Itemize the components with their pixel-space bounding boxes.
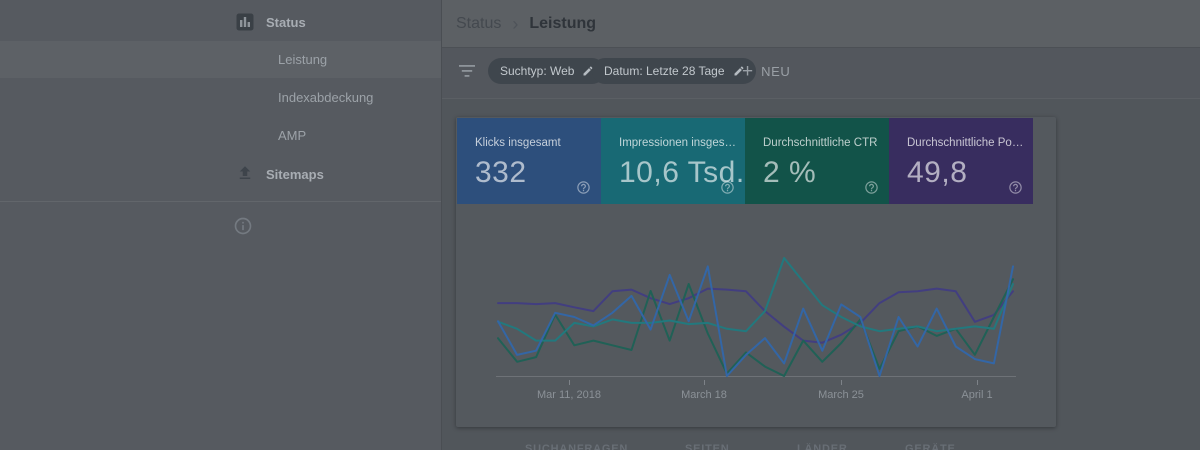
- sidebar-item-indexabdeckung[interactable]: Indexabdeckung: [278, 89, 438, 107]
- help-icon[interactable]: [1008, 180, 1023, 195]
- filter-list-icon[interactable]: [458, 65, 476, 78]
- tab-seiten[interactable]: SEITEN: [685, 443, 730, 450]
- sidebar-item-label: Leistung: [278, 52, 328, 67]
- sidebar-item-label: AMP: [278, 128, 307, 143]
- help-icon[interactable]: [720, 180, 735, 195]
- filter-chip-datum[interactable]: Datum: Letzte 28 Tage: [592, 58, 756, 84]
- svg-text:Mar 11, 2018: Mar 11, 2018: [537, 389, 601, 401]
- new-filter-button[interactable]: + NEU: [742, 58, 790, 84]
- metric-label: Durchschnittliche Positi…: [907, 137, 1028, 149]
- pencil-icon[interactable]: [733, 65, 745, 77]
- performance-card: Klicks insgesamt 332 Impressionen insges…: [456, 117, 1056, 427]
- metric-tile-position[interactable]: Durchschnittliche Positi… 49,8: [889, 118, 1033, 204]
- sidebar-item-label: Status: [266, 15, 306, 30]
- sidebar-item-label: Sitemaps: [266, 167, 324, 182]
- plus-icon: +: [742, 60, 754, 82]
- sidebar-item-label: Indexabdeckung: [278, 90, 374, 105]
- svg-text:April 1: April 1: [961, 389, 992, 401]
- svg-text:March 18: March 18: [681, 389, 727, 401]
- breadcrumb-current-page: Leistung: [529, 14, 597, 32]
- performance-chart: Mar 11, 2018 March 18 March 25 April 1: [496, 257, 1016, 401]
- help-icon[interactable]: [576, 180, 591, 195]
- sidebar-item-status[interactable]: Status: [236, 13, 436, 31]
- sidebar-item-sitemaps[interactable]: Sitemaps: [236, 164, 436, 184]
- metric-label: Klicks insgesamt: [475, 137, 561, 149]
- top-header: [442, 0, 1200, 47]
- dimension-tabs: SUCHANFRAGEN SEITEN LÄNDER GERÄTE: [442, 443, 1200, 450]
- svg-text:March 25: March 25: [818, 389, 864, 401]
- metric-tiles: Klicks insgesamt 332 Impressionen insges…: [457, 118, 1033, 204]
- filter-bar-divider: [442, 98, 1200, 99]
- filter-chip-label: Datum: Letzte 28 Tage: [604, 64, 725, 78]
- info-icon[interactable]: [233, 216, 253, 236]
- metric-label: Durchschnittliche CTR: [763, 137, 878, 149]
- filter-chip-label: Suchtyp: Web: [500, 64, 575, 78]
- upload-icon: [236, 164, 254, 182]
- help-icon[interactable]: [864, 180, 879, 195]
- metric-value: 332: [475, 156, 527, 189]
- poll-icon: [236, 13, 254, 31]
- sidebar-divider: [0, 201, 441, 202]
- metric-tile-impressions[interactable]: Impressionen insgesamt 10,6 Tsd.: [601, 118, 745, 204]
- tab-suchanfragen[interactable]: SUCHANFRAGEN: [525, 443, 629, 450]
- filter-chip-suchtyp[interactable]: Suchtyp: Web: [488, 58, 606, 84]
- metric-value: 10,6 Tsd.: [619, 156, 745, 189]
- sidebar-content-divider: [441, 0, 442, 450]
- metric-tile-ctr[interactable]: Durchschnittliche CTR 2 %: [745, 118, 889, 204]
- metric-tile-clicks[interactable]: Klicks insgesamt 332: [457, 118, 601, 204]
- sidebar-item-leistung[interactable]: Leistung: [278, 51, 438, 69]
- sidebar-selected-highlight: [0, 41, 441, 78]
- header-divider: [442, 47, 1200, 48]
- chevron-right-icon: ›: [512, 13, 519, 34]
- new-filter-label: NEU: [761, 63, 791, 79]
- tab-laender[interactable]: LÄNDER: [797, 443, 848, 450]
- metric-label: Impressionen insgesamt: [619, 137, 740, 149]
- breadcrumb-status-link[interactable]: Status: [456, 14, 502, 32]
- metric-value: 49,8: [907, 156, 968, 189]
- sidebar-item-amp[interactable]: AMP: [278, 127, 438, 145]
- pencil-icon[interactable]: [582, 65, 594, 77]
- tab-geraete[interactable]: GERÄTE: [905, 443, 956, 450]
- breadcrumb: Status › Leistung: [456, 0, 596, 47]
- metric-value: 2 %: [763, 156, 817, 189]
